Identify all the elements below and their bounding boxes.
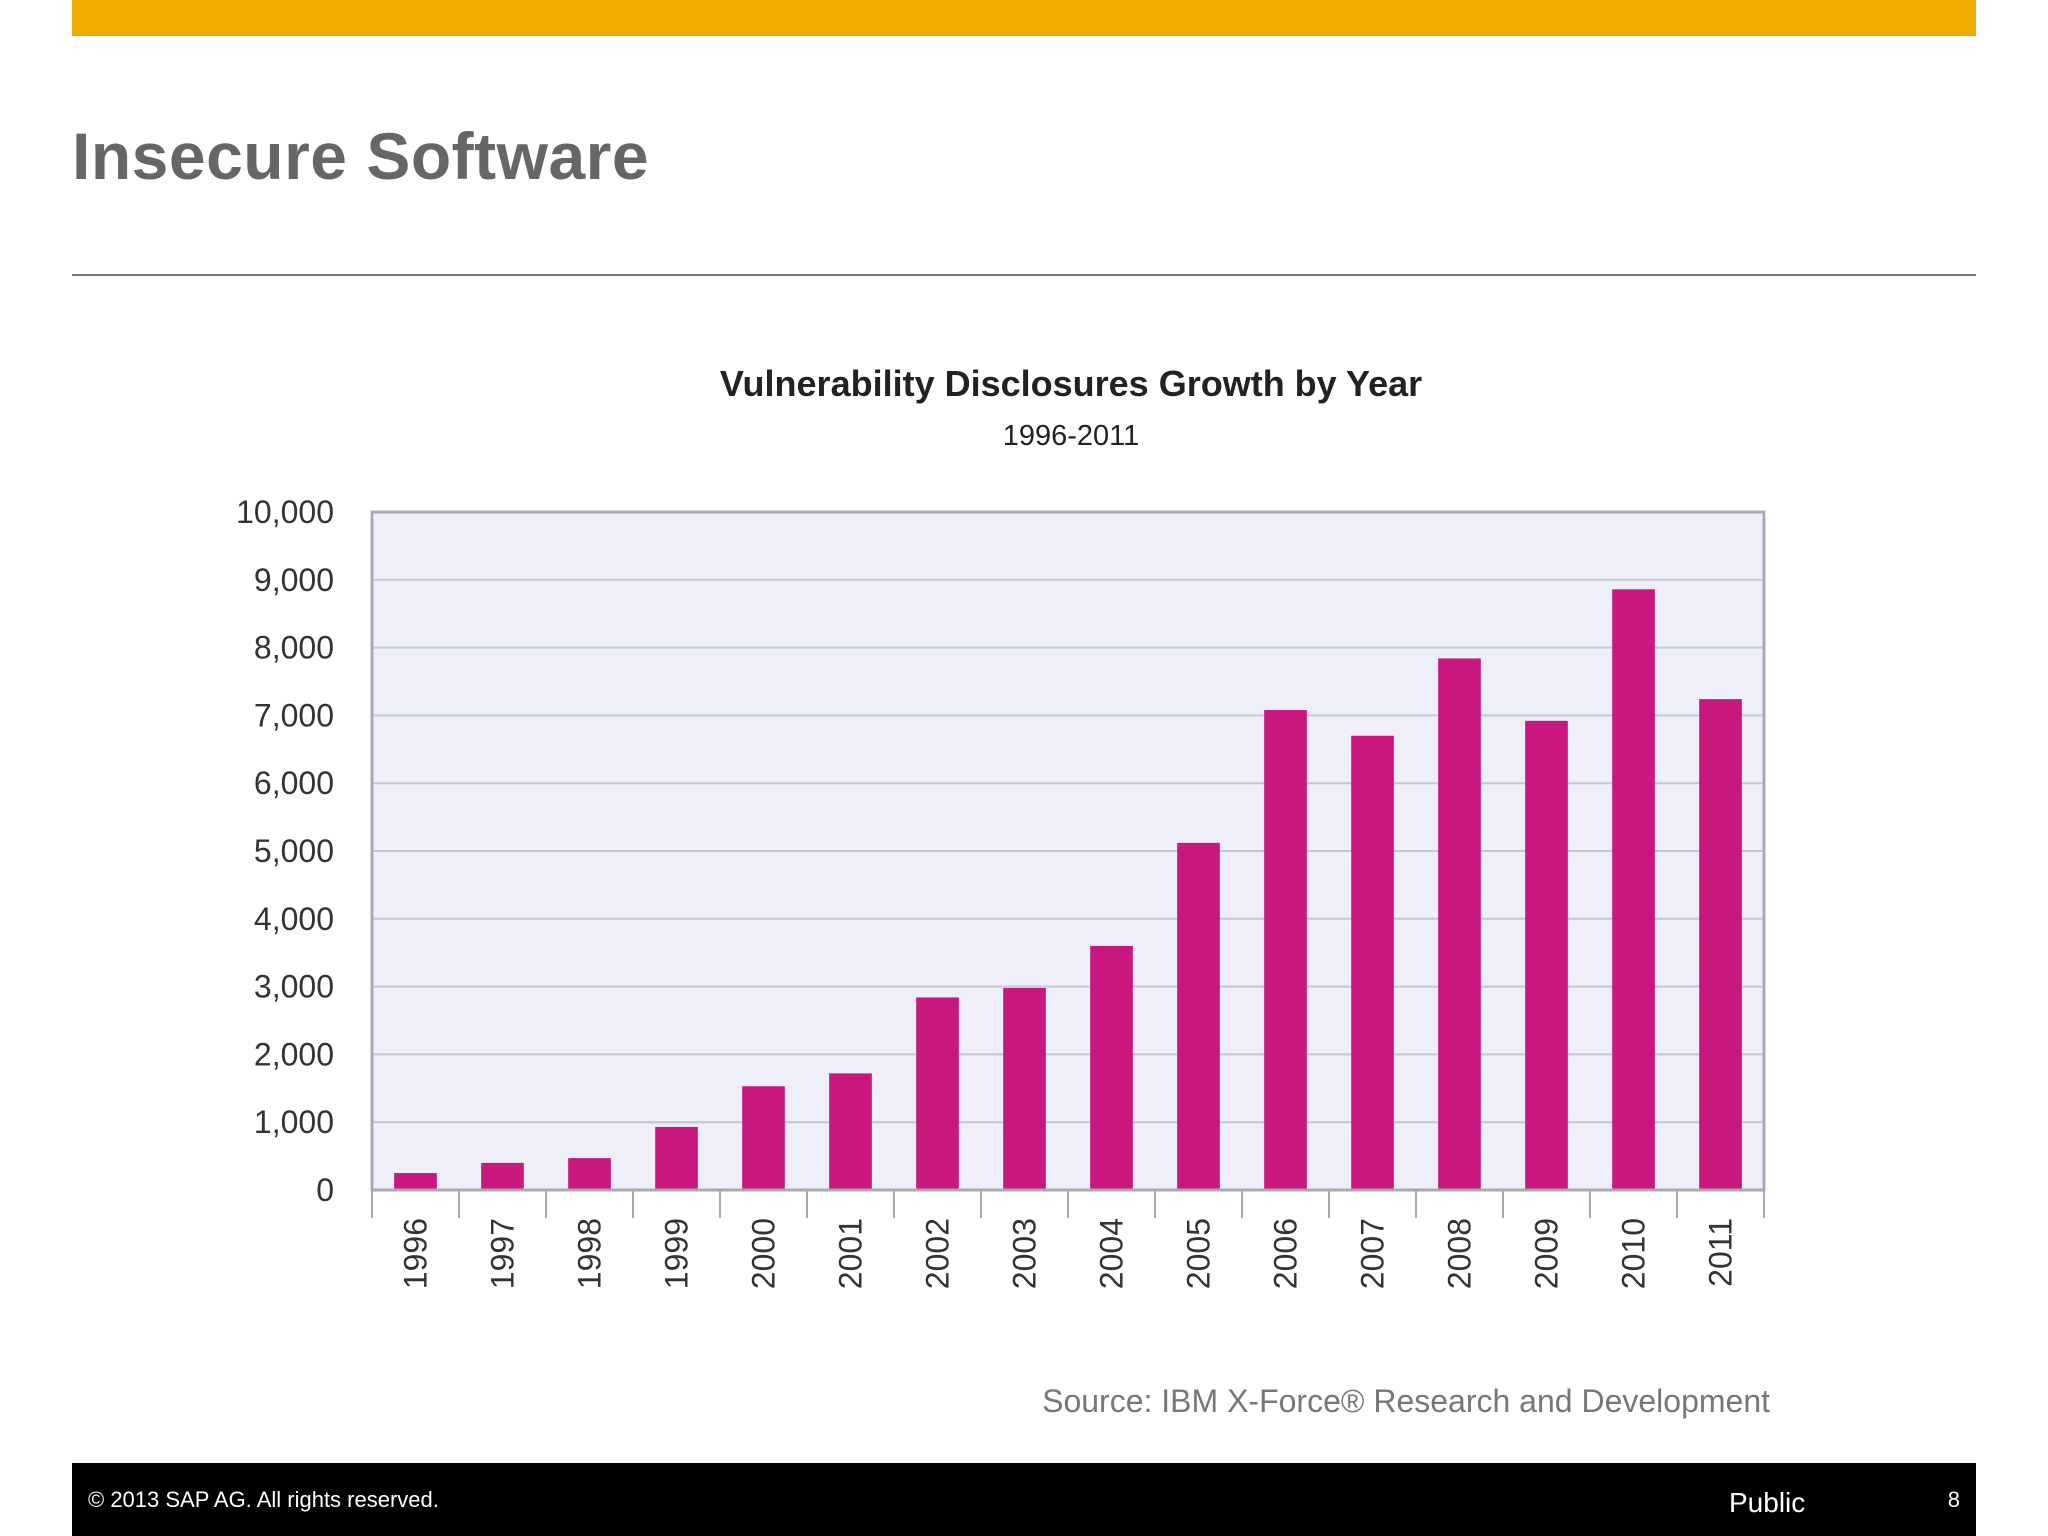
chart-subtitle: 1996-2011 — [1003, 420, 1140, 452]
bar — [1090, 945, 1133, 1190]
chart-title: Vulnerability Disclosures Growth by Year — [720, 363, 1422, 404]
y-tick-label: 7,000 — [254, 697, 334, 733]
bar — [1264, 709, 1307, 1190]
plot-area: 0 1,000 2,000 3,000 4,000 5,000 6,000 7,000 8,00… — [236, 494, 1766, 1289]
y-tick-label: 2,000 — [254, 1036, 334, 1072]
y-tick-label: 0 — [316, 1172, 334, 1208]
y-tick-label: 1,000 — [254, 1104, 334, 1140]
x-tick-label: 1999 — [659, 1218, 695, 1289]
bar — [655, 1126, 698, 1190]
bar — [916, 997, 959, 1190]
title-divider — [72, 274, 1976, 276]
x-tick-label: 2005 — [1181, 1218, 1217, 1289]
y-tick-label: 6,000 — [254, 765, 334, 801]
bar — [1003, 987, 1046, 1190]
footer-classification: Public — [1729, 1487, 1806, 1518]
x-tick-label: 2010 — [1616, 1218, 1652, 1289]
bar — [1177, 842, 1220, 1190]
bar — [742, 1086, 785, 1190]
x-tick-label: 2011 — [1703, 1218, 1739, 1287]
y-tick-label: 9,000 — [254, 562, 334, 598]
bar — [394, 1173, 437, 1190]
bar — [829, 1073, 872, 1190]
footer-copyright: © 2013 SAP AG. All rights reserved. — [88, 1487, 439, 1512]
vulnerability-bar-chart: Vulnerability Disclosures Growth by Year… — [236, 363, 1766, 1289]
x-tick-label: 2002 — [920, 1218, 956, 1289]
x-tick-label: 2007 — [1355, 1218, 1391, 1289]
chart-container: Vulnerability Disclosures Growth by Year… — [200, 360, 1800, 1450]
y-tick-label: 10,000 — [236, 494, 334, 530]
x-tick-label: 1997 — [485, 1218, 521, 1289]
bar — [1612, 589, 1655, 1190]
footer-page-number: 8 — [1947, 1487, 1960, 1512]
bar — [568, 1158, 611, 1190]
x-tick-label: 2000 — [746, 1218, 782, 1289]
x-tick-label: 2008 — [1442, 1218, 1478, 1289]
bar — [1351, 735, 1394, 1190]
slide-title: Insecure Software — [72, 119, 650, 193]
y-tick-label: 4,000 — [254, 901, 334, 937]
x-tick-label: 2009 — [1529, 1218, 1565, 1289]
y-tick-label: 8,000 — [254, 630, 334, 666]
y-tick-label: 3,000 — [254, 969, 334, 1005]
bar — [481, 1162, 524, 1190]
x-tick-label: 1996 — [398, 1218, 434, 1289]
x-tick-label: 2003 — [1007, 1218, 1043, 1289]
footer-bar: © 2013 SAP AG. All rights reserved. Publ… — [72, 1463, 1976, 1536]
bar — [1525, 720, 1568, 1190]
x-tick-label: 1998 — [572, 1218, 608, 1289]
x-tick-label: 2004 — [1094, 1218, 1130, 1289]
x-tick-label: 2001 — [833, 1218, 869, 1289]
top-accent-bar — [72, 0, 1976, 36]
y-tick-label: 5,000 — [254, 833, 334, 869]
x-tick-label: 2006 — [1268, 1218, 1304, 1289]
bar — [1699, 699, 1742, 1190]
bar — [1438, 658, 1481, 1190]
chart-source-note: Source: IBM X-Force® Research and Develo… — [1042, 1383, 1770, 1419]
